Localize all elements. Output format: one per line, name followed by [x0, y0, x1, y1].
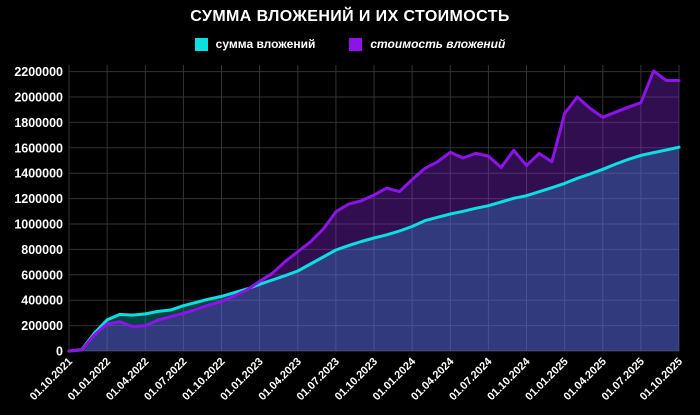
svg-text:600000: 600000 — [21, 268, 63, 282]
svg-text:0: 0 — [56, 345, 63, 359]
chart-legend: сумма вложений стоимость вложений — [0, 37, 700, 51]
legend-label-invested-value: стоимость вложений — [370, 37, 506, 51]
legend-item-invested-sum[interactable]: сумма вложений — [194, 37, 316, 51]
legend-swatch-invested-sum — [194, 37, 208, 51]
svg-text:1800000: 1800000 — [14, 116, 63, 130]
svg-text:1600000: 1600000 — [14, 141, 63, 155]
svg-text:200000: 200000 — [21, 319, 63, 333]
legend-item-invested-value[interactable]: стоимость вложений — [349, 37, 505, 51]
svg-text:1400000: 1400000 — [14, 167, 63, 181]
svg-text:400000: 400000 — [21, 294, 63, 308]
svg-text:1200000: 1200000 — [14, 192, 63, 206]
legend-swatch-invested-value — [349, 37, 363, 51]
svg-text:2000000: 2000000 — [14, 91, 63, 105]
chart-title: СУММА ВЛОЖЕНИЙ И ИХ СТОИМОСТЬ — [190, 8, 510, 25]
svg-text:800000: 800000 — [21, 243, 63, 257]
svg-text:2200000: 2200000 — [14, 65, 63, 79]
svg-text:1000000: 1000000 — [14, 218, 63, 232]
legend-label-invested-sum: сумма вложений — [215, 37, 316, 51]
